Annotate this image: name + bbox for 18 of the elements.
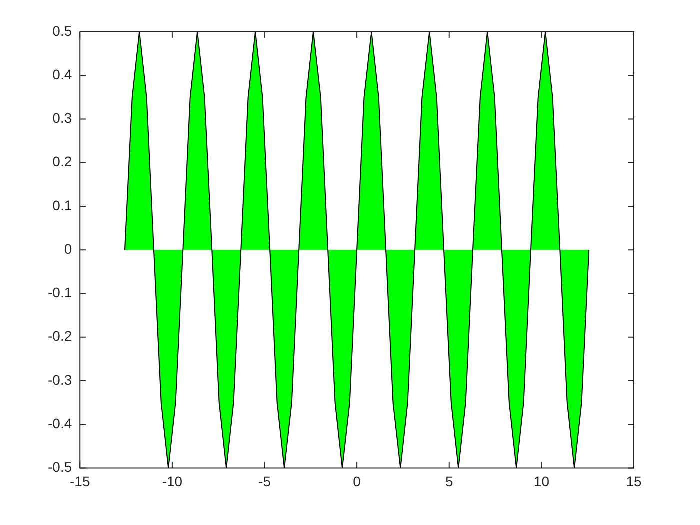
x-tick-label: -15 [70,473,90,490]
y-tick-label: -0.3 [48,372,72,388]
x-tick-label: 5 [445,473,454,490]
y-tick-label: 0.1 [52,197,72,214]
x-tick-label: 0 [353,473,362,490]
x-tick-label: 15 [626,473,642,490]
y-tick-label: 0.5 [52,22,72,39]
x-tick-label: -5 [258,473,272,490]
y-tick-label: 0.4 [52,66,72,82]
y-tick-label: 0.2 [52,154,72,170]
y-tick-label: -0.1 [48,284,72,301]
y-tick-label: -0.4 [48,415,72,432]
x-tick-label: 10 [534,473,550,490]
y-tick-label: 0.3 [52,110,72,126]
y-tick-label: -0.2 [48,328,72,344]
y-tick-label: 0 [64,240,72,257]
y-tick-label: -0.5 [48,459,72,476]
x-tick-label: -10 [162,473,183,490]
